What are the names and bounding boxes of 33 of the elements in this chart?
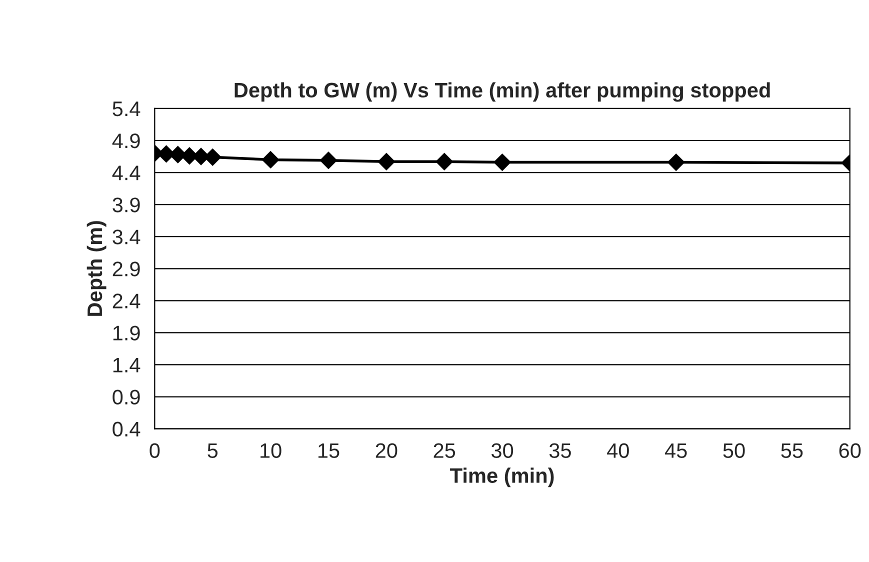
x-tick-label: 45 [664,443,687,458]
x-tick-label: 10 [260,443,282,458]
point [378,153,395,170]
point [320,152,338,169]
y-tick-label: 5.4 [112,102,140,116]
x-tick-label: 0 [150,443,160,458]
y-tick-label: 2.4 [112,294,140,308]
x-tick-label: 25 [434,443,456,458]
y-tick-label: 1.4 [113,358,140,372]
x-tick-label: 60 [839,443,861,458]
x-tick-label: 20 [376,443,398,458]
chart-title: Depth to GW (m) Vs Time (min) after pumping stopped [234,82,770,102]
point [436,153,453,170]
y-axis-title: Depth (m) [86,221,106,316]
x-tick-label: 15 [318,443,340,458]
x-tick-label: 40 [607,443,629,458]
y-tick-label: 1.9 [113,326,140,340]
y-tick-label: 3.9 [112,198,140,212]
point [262,151,280,168]
y-tick-label: 2.9 [112,262,140,276]
y-tick-label: 0.4 [112,422,140,437]
x-tick-label: 30 [491,443,514,458]
y-tick-label: 0.9 [112,390,140,405]
y-tick-label: 3.4 [112,230,140,244]
x-tick-label: 55 [781,443,803,458]
point [668,154,685,171]
y-tick-label: 4.9 [112,134,140,148]
x-tick-label: 50 [723,443,745,458]
x-tick-label: 5 [208,443,218,458]
x-axis-title: Time (min) [450,468,554,488]
point [494,154,511,171]
y-tick-label: 4.4 [112,166,140,180]
x-tick-label: 35 [549,443,571,458]
